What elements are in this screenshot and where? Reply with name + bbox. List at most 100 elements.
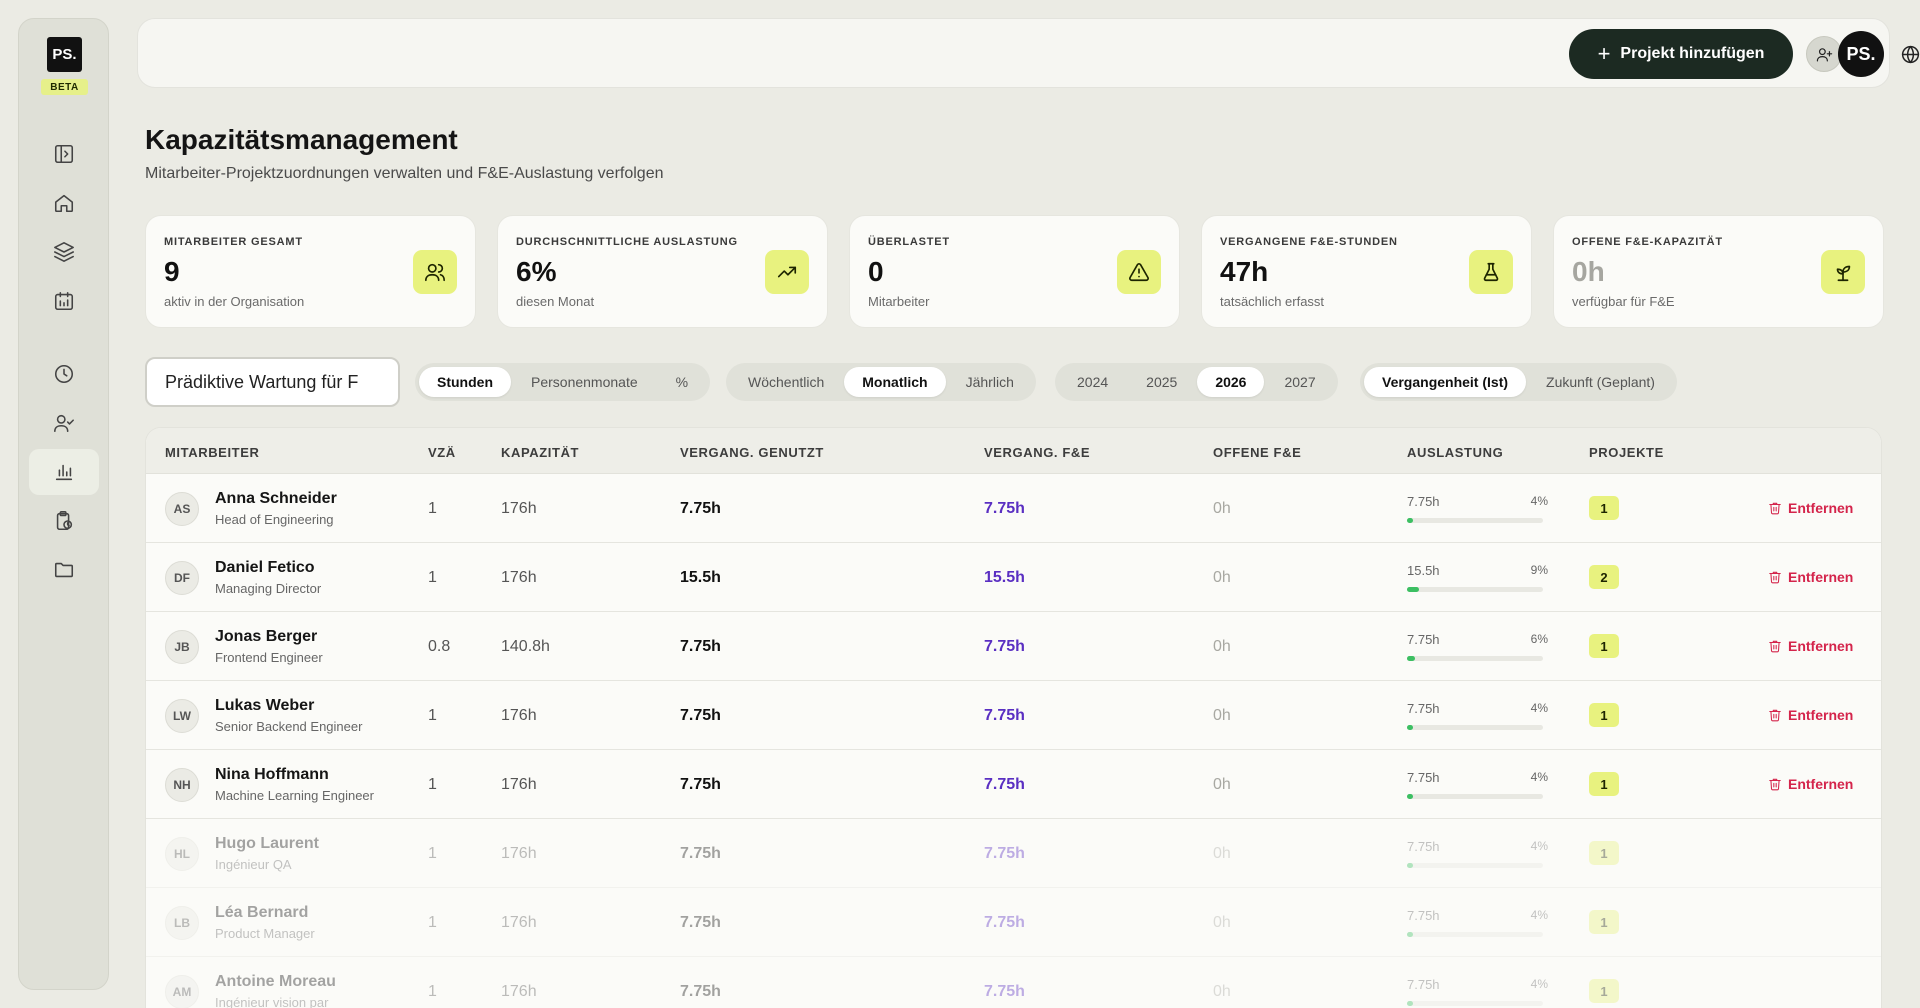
table-header: MITARBEITER VZÄ KAPAZITÄT VERGANG. GENUT…	[146, 428, 1881, 474]
utilization-hours: 7.75h	[1407, 977, 1440, 992]
capacity-value: 176h	[501, 914, 537, 931]
fte-value: 1	[428, 500, 437, 517]
time-option-future[interactable]: Zukunft (Geplant)	[1546, 374, 1655, 390]
fte-value: 1	[428, 845, 437, 862]
employee-name[interactable]: Jonas Berger	[215, 628, 318, 645]
add-project-button[interactable]: + Projekt hinzufügen	[1569, 29, 1793, 79]
sidebar-item-home[interactable]	[29, 180, 99, 226]
remove-button[interactable]: Entfernen	[1768, 707, 1853, 723]
remove-button[interactable]: Entfernen	[1768, 638, 1853, 654]
column-header-fte[interactable]: VZÄ	[428, 445, 456, 460]
period-option-monthly[interactable]: Monatlich	[844, 367, 946, 397]
remove-button[interactable]: Entfernen	[1768, 500, 1853, 516]
year-option-2027[interactable]: 2027	[1284, 374, 1316, 390]
sidebar-item-capacity[interactable]	[29, 449, 99, 495]
projects-count-badge[interactable]: 1	[1589, 634, 1619, 658]
employee-name[interactable]: Nina Hoffmann	[215, 766, 329, 783]
employee-avatar: HL	[165, 837, 199, 871]
language-button[interactable]	[1892, 36, 1920, 72]
column-header-capacity[interactable]: KAPAZITÄT	[501, 445, 580, 460]
unit-option-percent[interactable]: %	[675, 374, 689, 390]
table-row[interactable]: LW Lukas Weber Senior Backend Engineer 1 176…	[146, 681, 1881, 750]
capacity-value: 176h	[501, 707, 537, 724]
table-row[interactable]: NH Nina Hoffmann Machine Learning Engineer…	[146, 750, 1881, 819]
remove-button[interactable]: Entfernen	[1768, 776, 1853, 792]
projects-count-badge[interactable]: 1	[1589, 979, 1619, 1003]
employee-name[interactable]: Antoine Moreau	[215, 973, 336, 990]
project-select[interactable]: Prädiktive Wartung für F	[145, 357, 400, 407]
period-option-yearly[interactable]: Jährlich	[965, 374, 1014, 390]
sidebar-item-users[interactable]	[29, 400, 99, 446]
column-header-employee[interactable]: MITARBEITER	[165, 445, 260, 460]
remove-button[interactable]: Entfernen	[1768, 569, 1853, 585]
table-row[interactable]: JB Jonas Berger Frontend Engineer 0.8 140.8h…	[146, 612, 1881, 681]
table-row[interactable]: LB Léa Bernard Product Manager 1 176h 7.75h 7.…	[146, 888, 1881, 957]
stat-label: OFFENE F&E-KAPAZITÄT	[1572, 236, 1723, 248]
projects-count-badge[interactable]: 1	[1589, 496, 1619, 520]
employee-name[interactable]: Daniel Fetico	[215, 559, 315, 576]
stat-card-past-rd-hours: VERGANGENE F&E-STUNDEN 47h tatsächlich e…	[1201, 215, 1532, 328]
fte-value: 1	[428, 914, 437, 931]
column-header-open-rd[interactable]: OFFENE F&E	[1213, 445, 1302, 460]
projects-count-badge[interactable]: 2	[1589, 565, 1619, 589]
column-header-utilization[interactable]: AUSLASTUNG	[1407, 445, 1504, 460]
employee-role: Senior Backend Engineer	[215, 719, 363, 734]
unit-option-person-months[interactable]: Personenmonate	[531, 374, 638, 390]
employee-name[interactable]: Anna Schneider	[215, 490, 337, 507]
open-rd-value: 0h	[1213, 638, 1231, 655]
stat-value: 47h	[1220, 256, 1269, 287]
projects-count-badge[interactable]: 1	[1589, 772, 1619, 796]
past-used-value: 15.5h	[680, 569, 721, 586]
employee-role: Ingénieur vision par	[215, 995, 329, 1008]
table-row[interactable]: AS Anna Schneider Head of Engineering 1 176h…	[146, 474, 1881, 543]
sidebar-item-timesheets[interactable]	[29, 498, 99, 544]
table-row[interactable]: HL Hugo Laurent Ingénieur QA 1 176h 7.75h 7.75…	[146, 819, 1881, 888]
projects-count-badge[interactable]: 1	[1589, 910, 1619, 934]
sidebar-item-calendar[interactable]	[29, 278, 99, 324]
sidebar-item-layers[interactable]	[29, 229, 99, 275]
globe-icon	[1901, 45, 1919, 63]
time-option-past[interactable]: Vergangenheit (Ist)	[1364, 367, 1527, 397]
column-header-projects[interactable]: PROJEKTE	[1589, 445, 1664, 460]
sidebar-toggle-button[interactable]	[29, 131, 99, 177]
stat-description: aktiv in der Organisation	[164, 294, 305, 309]
remove-label: Entfernen	[1788, 569, 1854, 585]
utilization-bar	[1407, 1001, 1543, 1006]
table-row[interactable]: AM Antoine Moreau Ingénieur vision par 1 176…	[146, 957, 1881, 1008]
year-option-2025[interactable]: 2025	[1146, 374, 1178, 390]
utilization-bar-fill	[1407, 932, 1413, 937]
employee-name[interactable]: Hugo Laurent	[215, 835, 319, 852]
stat-card-open-rd-capacity: OFFENE F&E-KAPAZITÄT 0h verfügbar für F&…	[1553, 215, 1884, 328]
layers-icon	[54, 242, 74, 262]
period-toggle: Wöchentlich Monatlich Jährlich	[726, 363, 1036, 401]
utilization-bar-fill	[1407, 587, 1420, 592]
stat-value: 9	[164, 256, 180, 287]
open-rd-value: 0h	[1213, 776, 1231, 793]
column-header-past-used[interactable]: VERGANG. GENUTZT	[680, 445, 824, 460]
projects-count-badge[interactable]: 1	[1589, 841, 1619, 865]
sidebar-item-time[interactable]	[29, 351, 99, 397]
time-toggle: Vergangenheit (Ist) Zukunft (Geplant)	[1360, 363, 1677, 401]
projects-count-badge[interactable]: 1	[1589, 703, 1619, 727]
period-option-weekly[interactable]: Wöchentlich	[748, 374, 825, 390]
employee-role: Managing Director	[215, 581, 322, 596]
utilization-percent: 4%	[1530, 770, 1548, 784]
table-row[interactable]: DF Daniel Fetico Managing Director 1 176h 15.…	[146, 543, 1881, 612]
employee-avatar: NH	[165, 768, 199, 802]
sidebar-item-folders[interactable]	[29, 547, 99, 593]
utilization-hours: 7.75h	[1407, 770, 1440, 785]
employee-name[interactable]: Lukas Weber	[215, 697, 315, 714]
year-option-2026[interactable]: 2026	[1197, 367, 1265, 397]
year-option-2024[interactable]: 2024	[1077, 374, 1109, 390]
unit-toggle: Stunden Personenmonate %	[415, 363, 711, 401]
unit-option-hours[interactable]: Stunden	[419, 367, 511, 397]
column-header-past-rd[interactable]: VERGANG. F&E	[984, 445, 1091, 460]
utilization-percent: 4%	[1530, 494, 1548, 508]
user-avatar[interactable]: PS.	[1838, 31, 1884, 77]
stat-description: Mitarbeiter	[868, 294, 930, 309]
invite-user-button[interactable]	[1806, 36, 1842, 72]
employee-role: Machine Learning Engineer	[215, 788, 374, 803]
logo[interactable]: PS.	[47, 37, 82, 72]
employee-name[interactable]: Léa Bernard	[215, 904, 309, 921]
employee-avatar: JB	[165, 630, 199, 664]
